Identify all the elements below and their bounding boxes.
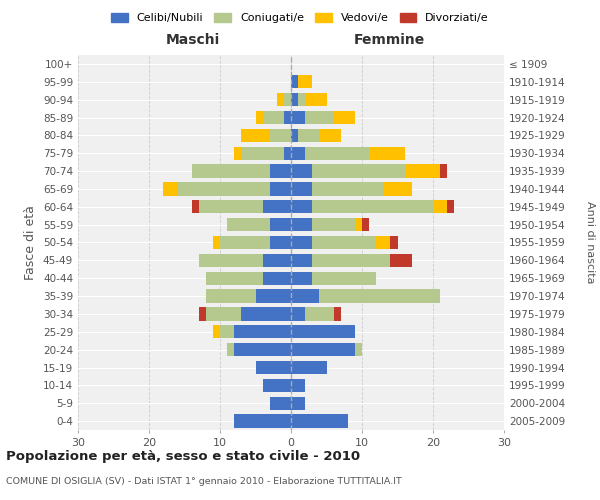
Bar xyxy=(369,146,404,160)
Bar xyxy=(199,307,206,320)
Bar xyxy=(291,200,313,213)
Bar xyxy=(291,146,305,160)
Bar xyxy=(263,254,291,267)
Bar xyxy=(362,218,369,232)
Bar xyxy=(404,164,440,178)
Bar xyxy=(291,218,313,232)
Bar xyxy=(355,343,362,356)
Bar xyxy=(291,164,313,178)
Bar xyxy=(305,146,369,160)
Bar xyxy=(391,254,412,267)
Text: COMUNE DI OSIGLIA (SV) - Dati ISTAT 1° gennaio 2010 - Elaborazione TUTTITALIA.IT: COMUNE DI OSIGLIA (SV) - Dati ISTAT 1° g… xyxy=(6,478,402,486)
Bar xyxy=(263,272,291,285)
Bar xyxy=(270,164,291,178)
Bar xyxy=(291,396,305,410)
Legend: Celibi/Nubili, Coniugati/e, Vedovi/e, Divorziati/e: Celibi/Nubili, Coniugati/e, Vedovi/e, Di… xyxy=(107,8,493,28)
Bar xyxy=(298,75,313,88)
Bar xyxy=(334,307,341,320)
Bar xyxy=(313,218,355,232)
Bar xyxy=(383,182,412,196)
Bar xyxy=(319,128,341,142)
Bar xyxy=(220,236,270,249)
Bar xyxy=(313,254,391,267)
Bar xyxy=(291,378,305,392)
Y-axis label: Anni di nascita: Anni di nascita xyxy=(585,201,595,284)
Bar xyxy=(263,200,291,213)
Bar xyxy=(291,290,319,303)
Bar xyxy=(291,307,305,320)
Bar xyxy=(206,307,241,320)
Bar xyxy=(256,290,291,303)
Bar xyxy=(440,164,447,178)
Bar xyxy=(291,325,355,338)
Bar xyxy=(213,236,220,249)
Y-axis label: Fasce di età: Fasce di età xyxy=(25,205,37,280)
Bar xyxy=(291,254,313,267)
Bar xyxy=(284,111,291,124)
Bar xyxy=(391,236,398,249)
Bar xyxy=(206,290,256,303)
Bar xyxy=(305,307,334,320)
Bar xyxy=(313,164,404,178)
Bar xyxy=(291,272,313,285)
Bar xyxy=(291,75,298,88)
Bar xyxy=(234,414,291,428)
Bar xyxy=(191,200,199,213)
Bar xyxy=(313,200,433,213)
Bar xyxy=(313,272,376,285)
Bar xyxy=(334,111,355,124)
Bar xyxy=(284,93,291,106)
Bar xyxy=(220,325,234,338)
Bar xyxy=(241,146,284,160)
Bar xyxy=(277,93,284,106)
Bar xyxy=(227,218,270,232)
Bar xyxy=(284,146,291,160)
Bar xyxy=(270,182,291,196)
Bar xyxy=(313,236,376,249)
Bar xyxy=(213,325,220,338)
Bar xyxy=(291,93,298,106)
Bar xyxy=(355,218,362,232)
Bar xyxy=(376,236,391,249)
Bar xyxy=(234,146,241,160)
Bar xyxy=(305,111,334,124)
Bar xyxy=(291,111,305,124)
Bar xyxy=(241,307,291,320)
Bar xyxy=(270,128,291,142)
Bar xyxy=(291,182,313,196)
Bar xyxy=(305,93,326,106)
Bar xyxy=(270,396,291,410)
Bar xyxy=(291,361,326,374)
Bar xyxy=(163,182,178,196)
Bar xyxy=(256,361,291,374)
Bar xyxy=(263,378,291,392)
Bar xyxy=(206,272,263,285)
Bar xyxy=(256,111,263,124)
Bar xyxy=(313,182,383,196)
Text: Femmine: Femmine xyxy=(353,34,425,48)
Bar xyxy=(270,236,291,249)
Bar xyxy=(298,128,319,142)
Bar xyxy=(178,182,270,196)
Bar xyxy=(291,414,348,428)
Bar xyxy=(234,343,291,356)
Text: Maschi: Maschi xyxy=(166,34,220,48)
Bar xyxy=(199,254,263,267)
Bar xyxy=(263,111,284,124)
Bar xyxy=(291,128,298,142)
Bar xyxy=(298,93,305,106)
Bar xyxy=(319,290,440,303)
Bar xyxy=(270,218,291,232)
Bar xyxy=(447,200,454,213)
Bar xyxy=(234,325,291,338)
Bar xyxy=(199,200,263,213)
Bar xyxy=(241,128,270,142)
Bar xyxy=(191,164,270,178)
Bar xyxy=(227,343,234,356)
Bar xyxy=(291,343,355,356)
Bar xyxy=(291,236,313,249)
Bar xyxy=(433,200,447,213)
Text: Popolazione per età, sesso e stato civile - 2010: Popolazione per età, sesso e stato civil… xyxy=(6,450,360,463)
